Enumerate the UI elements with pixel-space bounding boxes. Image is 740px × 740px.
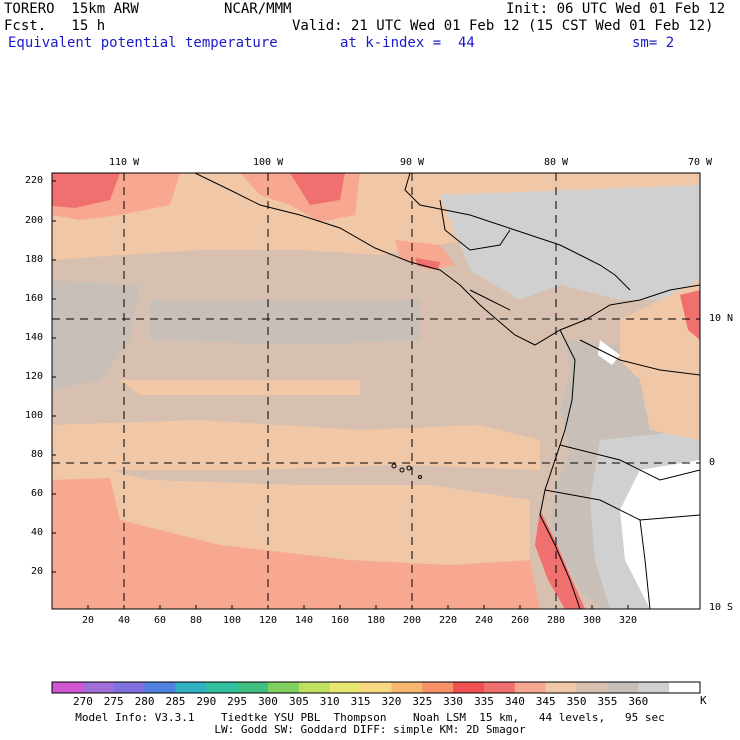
colorbar-label: 300 [258, 695, 278, 708]
field-name: Equivalent potential temperature [8, 35, 278, 51]
colorbar [51, 681, 701, 694]
model-info-line1: Model Info: V3.3.1 Tiedtke YSU PBL Thomp… [75, 711, 665, 724]
y-label: 120 [25, 371, 44, 382]
y-label: 220 [25, 175, 44, 186]
lat-label-10n: 10 N [709, 313, 734, 324]
colorbar-label: 340 [504, 695, 525, 708]
x-label: 280 [547, 615, 566, 626]
y-label: 40 [31, 527, 44, 538]
colorbar-label: 310 [319, 695, 340, 708]
theta-e-field [52, 173, 700, 609]
x-label: 40 [118, 615, 131, 626]
y-label: 100 [25, 410, 44, 421]
colorbar-swatch [113, 682, 146, 693]
colorbar-label: 360 [628, 695, 649, 708]
y-label: 160 [25, 293, 44, 304]
colorbar-frame [51, 681, 701, 694]
x-label: 20 [82, 615, 95, 626]
colorbar-label: 330 [443, 695, 464, 708]
y-label: 60 [31, 488, 44, 499]
colorbar-swatch [298, 682, 331, 693]
model-name: TORERO 15km ARW [4, 1, 139, 17]
lon-label-80w: 80 W [544, 157, 569, 168]
model-info-line2: LW: Godd SW: Goddard DIFF: simple KM: 2D… [214, 723, 526, 736]
colorbar-label: 280 [134, 695, 155, 708]
lat-lon-grid [52, 173, 700, 609]
y-label: 200 [25, 215, 44, 226]
colorbar-swatch [545, 682, 578, 693]
colorbar-label: 315 [350, 695, 371, 708]
colorbar-swatch [52, 682, 84, 693]
forecast-hour: Fcst. 15 h [4, 18, 106, 34]
colorbar-label: 320 [381, 695, 402, 708]
init-time: Init: 06 UTC Wed 01 Feb 12 [506, 1, 726, 17]
lon-label-110w: 110 W [109, 157, 140, 168]
x-label: 240 [475, 615, 494, 626]
x-label: 300 [583, 615, 602, 626]
colorbar-swatch [484, 682, 516, 693]
x-label: 200 [403, 615, 422, 626]
colorbar-unit: K [700, 694, 707, 707]
smoothing-info: sm= 2 [632, 35, 675, 51]
coastlines [194, 173, 700, 609]
colorbar-swatch [453, 682, 485, 693]
colorbar-swatch [237, 682, 269, 693]
colorbar-swatch [391, 682, 423, 693]
colorbar-label: 285 [165, 695, 186, 708]
colorbar-swatch [175, 682, 207, 693]
lat-label-0: 0 [709, 457, 716, 468]
bottom-ticks [87, 605, 629, 609]
y-label: 80 [31, 449, 44, 460]
colorbar-swatch [360, 682, 392, 693]
colorbar-label: 270 [72, 695, 93, 708]
lon-label-100w: 100 W [253, 157, 284, 168]
level-info: at k-index = 44 [340, 35, 475, 51]
lon-label-90w: 90 W [400, 157, 425, 168]
colorbar-label: 355 [597, 695, 618, 708]
y-label: 140 [25, 332, 44, 343]
colorbar-swatch [607, 682, 639, 693]
x-label: 180 [367, 615, 386, 626]
model-source: NCAR/MMM [224, 1, 292, 17]
x-label: 120 [259, 615, 278, 626]
x-label: 80 [190, 615, 203, 626]
colorbar-swatch [638, 682, 670, 693]
x-label: 260 [511, 615, 530, 626]
colorbar-swatch [576, 682, 608, 693]
y-label: 20 [31, 566, 44, 577]
valid-time: Valid: 21 UTC Wed 01 Feb 12 (15 CST Wed … [292, 18, 714, 34]
colorbar-swatch [669, 682, 701, 693]
left-ticks [52, 180, 56, 573]
y-label: 180 [25, 254, 44, 265]
colorbar-swatch [268, 682, 300, 693]
x-label: 60 [154, 615, 167, 626]
colorbar-label: 295 [227, 695, 248, 708]
x-label: 160 [331, 615, 350, 626]
colorbar-label: 305 [288, 695, 309, 708]
lon-label-70w: 70 W [688, 157, 713, 168]
colorbar-swatch [422, 682, 454, 693]
colorbar-label: 325 [412, 695, 433, 708]
lat-label-10s: 10 S [709, 602, 734, 613]
x-label: 320 [619, 615, 638, 626]
colorbar-label: 350 [566, 695, 587, 708]
colorbar-label: 345 [535, 695, 556, 708]
colorbar-swatch [206, 682, 238, 693]
colorbar-label: 275 [103, 695, 124, 708]
x-label: 100 [223, 615, 242, 626]
colorbar-swatch [144, 682, 176, 693]
x-label: 140 [295, 615, 314, 626]
colorbar-label: 290 [196, 695, 217, 708]
colorbar-swatch [329, 682, 362, 693]
x-label: 220 [439, 615, 458, 626]
colorbar-swatch [514, 682, 547, 693]
colorbar-swatch [82, 682, 115, 693]
colorbar-label: 335 [474, 695, 494, 708]
